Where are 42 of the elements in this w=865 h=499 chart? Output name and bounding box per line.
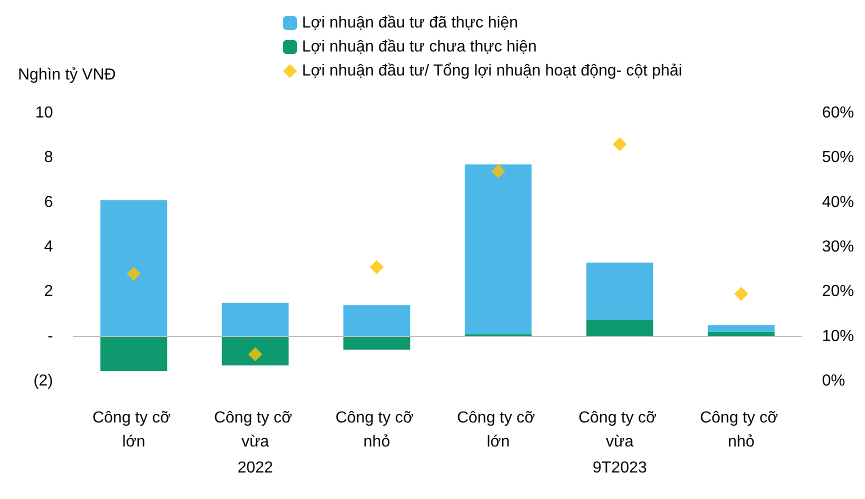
point xyxy=(734,286,748,301)
bar xyxy=(586,320,654,336)
bar xyxy=(343,336,410,350)
y2-tick-label: 0% xyxy=(822,372,846,390)
y-tick-label: 10 xyxy=(35,104,54,122)
y2-tick-label: 30% xyxy=(822,238,854,256)
point xyxy=(612,137,627,152)
point xyxy=(370,260,384,274)
bar xyxy=(222,336,289,366)
bar xyxy=(100,200,168,336)
y2-tick-label: 50% xyxy=(822,149,854,166)
y-tick-label: - xyxy=(48,328,53,345)
legend-label: Lợi nhuận đầu tư chưa thực hiện xyxy=(302,38,537,56)
bar xyxy=(343,305,410,336)
bar xyxy=(222,302,289,336)
y2-tick-label: 60% xyxy=(822,104,854,122)
y-axis-title: Nghìn tỷ VNĐ xyxy=(18,66,116,84)
bar xyxy=(586,262,654,320)
legend-label: Lợi nhuận đầu tư đã thực hiện xyxy=(302,14,518,32)
bar xyxy=(708,325,775,332)
point xyxy=(491,164,506,178)
y-tick-label: 2 xyxy=(44,283,54,300)
y2-tick-label: 40% xyxy=(822,194,854,211)
x-tick-label: Công ty cỡ vừa xyxy=(214,410,297,450)
text: 9T2023 xyxy=(592,460,647,476)
x-tick-label: Công ty cỡ lớn xyxy=(92,410,176,450)
legend-label: Lợi nhuận đầu tư/ Tổng lợi nhuận hoạt động- cột phải xyxy=(302,62,682,80)
y-tick-label: 4 xyxy=(44,238,54,256)
x-tick-label: Công ty cỡ nhỏ xyxy=(700,410,782,450)
y-tick-label: 6 xyxy=(44,194,54,211)
y2-tick-label: 10% xyxy=(822,328,854,345)
y-tick-label: 8 xyxy=(44,149,54,166)
x-tick-label: Công ty cỡ vừa xyxy=(578,410,661,450)
y2-tick-label: 20% xyxy=(822,283,854,300)
x-tick-label: Công ty cỡ nhỏ xyxy=(335,410,418,450)
x-tick-label: Công ty cỡ lớn xyxy=(456,410,540,450)
y-tick-label: (2) xyxy=(33,372,53,390)
point xyxy=(248,347,262,362)
text: 2022 xyxy=(237,460,274,476)
point xyxy=(126,266,141,281)
bar xyxy=(464,164,532,334)
bar xyxy=(100,336,168,371)
